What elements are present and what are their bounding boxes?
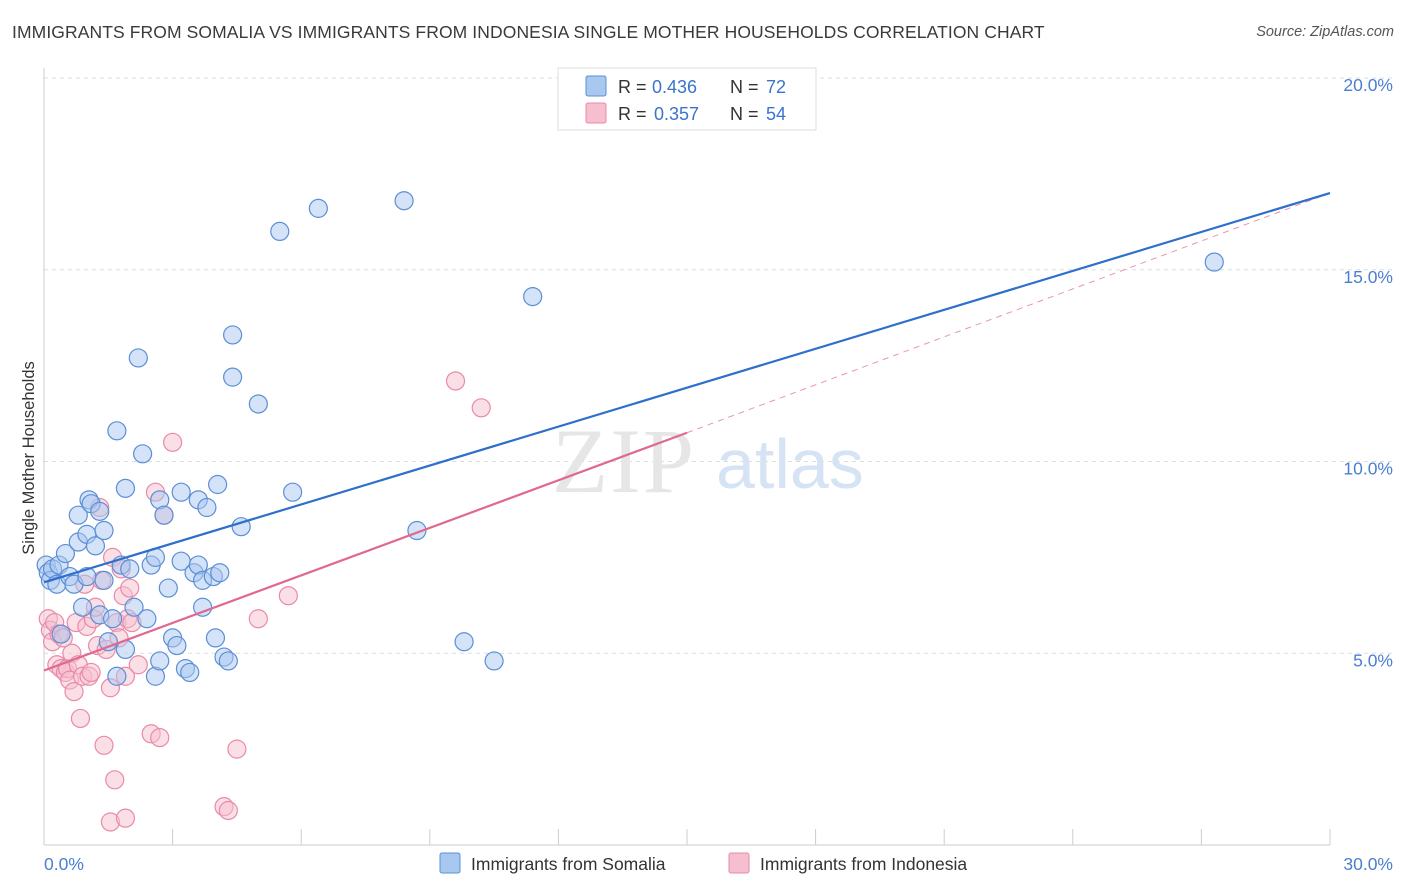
legend-n-label-indonesia: N = <box>730 104 759 124</box>
y-tick-label-1: 10.0% <box>1343 459 1393 479</box>
somalia-point-60 <box>223 367 243 387</box>
indonesia-trend-line <box>43 431 688 672</box>
watermark-zip: ZIP <box>552 410 696 512</box>
series-indonesia-points <box>38 371 491 832</box>
somalia-point-28 <box>115 478 136 498</box>
legend-bottom-swatch-somalia <box>439 852 461 874</box>
indonesia-point-26 <box>94 735 114 755</box>
watermark: ZIP atlas <box>552 410 864 512</box>
somalia-point-24 <box>107 421 127 441</box>
legend-r-label-indonesia: R = <box>618 104 647 124</box>
trend-lines <box>43 191 1331 672</box>
somalia-point-32 <box>132 444 153 464</box>
legend-swatch-indonesia <box>585 102 607 124</box>
somalia-point-12 <box>72 597 93 617</box>
y-tick-label-3: 20.0% <box>1343 75 1393 95</box>
y-axis-label: Single Mother Households <box>20 361 38 555</box>
somalia-point-56 <box>210 563 230 583</box>
somalia-point-64 <box>283 482 303 502</box>
x-tick-label-1: 30.0% <box>1343 854 1393 874</box>
indonesia-point-42 <box>150 728 170 748</box>
legend-n-value-somalia: 72 <box>766 77 786 97</box>
somalia-trend-line <box>43 191 1331 584</box>
indonesia-point-53 <box>115 808 136 828</box>
indonesia-point-20 <box>81 662 101 683</box>
x-tick-labels: 0.0% 30.0% <box>44 854 1393 874</box>
somalia-point-38 <box>150 651 170 671</box>
indonesia-point-12 <box>64 681 84 702</box>
watermark-atlas: atlas <box>716 425 864 503</box>
legend-bottom-swatch-indonesia <box>728 852 750 874</box>
somalia-point-25 <box>107 666 127 686</box>
series-legend: Immigrants from Somalia Immigrants from … <box>439 852 967 874</box>
legend-n-value-indonesia: 54 <box>766 104 786 124</box>
somalia-point-68 <box>454 632 474 652</box>
x-tick-label-0: 0.0% <box>44 854 84 874</box>
somalia-point-43 <box>171 482 191 502</box>
somalia-point-30 <box>124 597 144 617</box>
y-tick-label-2: 15.0% <box>1343 267 1393 287</box>
somalia-point-69 <box>484 651 504 671</box>
somalia-point-7 <box>55 543 76 564</box>
somalia-point-17 <box>85 536 106 556</box>
somalia-point-46 <box>180 662 200 683</box>
correlation-legend: R = 0.436 N = 72 R = 0.357 N = 54 <box>557 67 817 131</box>
series-somalia-points <box>36 191 1224 686</box>
somalia-point-65 <box>308 198 328 218</box>
somalia-point-62 <box>248 394 268 414</box>
indonesia-point-46 <box>218 800 238 821</box>
chart-title: IMMIGRANTS FROM SOMALIA VS IMMIGRANTS FR… <box>12 22 1045 42</box>
somalia-point-6 <box>51 624 71 644</box>
source-credit: Source: ZipAtlas.com <box>1256 24 1394 40</box>
somalia-point-54 <box>205 628 226 648</box>
somalia-point-39 <box>154 505 174 525</box>
indonesia-point-30 <box>105 770 125 790</box>
indonesia-trend-extension <box>686 192 1331 434</box>
somalia-point-71 <box>1204 252 1224 272</box>
y-tick-label-0: 5.0% <box>1353 650 1393 670</box>
indonesia-point-51 <box>471 398 491 418</box>
somalia-point-70 <box>523 286 543 307</box>
somalia-point-11 <box>68 505 88 525</box>
indonesia-point-39 <box>128 655 148 675</box>
somalia-point-20 <box>94 520 114 541</box>
legend-bottom-label-somalia: Immigrants from Somalia <box>471 854 666 874</box>
legend-r-label-somalia: R = <box>618 77 647 97</box>
somalia-point-59 <box>223 325 243 345</box>
indonesia-point-50 <box>445 371 466 391</box>
legend-n-label-somalia: N = <box>730 77 759 97</box>
somalia-point-63 <box>270 221 290 241</box>
somalia-point-23 <box>102 609 123 629</box>
somalia-point-40 <box>158 578 178 598</box>
indonesia-point-15 <box>70 708 91 729</box>
somalia-point-55 <box>208 474 228 495</box>
legend-r-value-indonesia: 0.357 <box>654 104 699 124</box>
indonesia-point-49 <box>278 586 298 606</box>
somalia-point-33 <box>137 609 157 629</box>
indonesia-point-37 <box>120 578 140 598</box>
gridlines <box>44 77 1394 654</box>
somalia-point-22 <box>98 632 118 652</box>
somalia-point-58 <box>218 651 238 671</box>
indonesia-point-44 <box>163 432 183 452</box>
legend-swatch-somalia <box>585 75 607 97</box>
somalia-point-51 <box>193 597 213 617</box>
somalia-point-19 <box>90 501 110 521</box>
legend-r-value-somalia: 0.436 <box>652 77 697 97</box>
somalia-point-52 <box>197 497 217 518</box>
axes <box>43 68 1331 846</box>
indonesia-point-47 <box>227 739 247 759</box>
indonesia-point-48 <box>248 609 268 629</box>
legend-bottom-label-indonesia: Immigrants from Indonesia <box>760 854 967 874</box>
somalia-point-42 <box>167 635 187 656</box>
somalia-point-66 <box>394 191 414 211</box>
somalia-point-21 <box>94 570 114 590</box>
y-tick-labels: 5.0% 10.0% 15.0% 20.0% <box>1343 75 1393 670</box>
somalia-point-29 <box>120 559 140 579</box>
somalia-point-31 <box>128 348 148 368</box>
